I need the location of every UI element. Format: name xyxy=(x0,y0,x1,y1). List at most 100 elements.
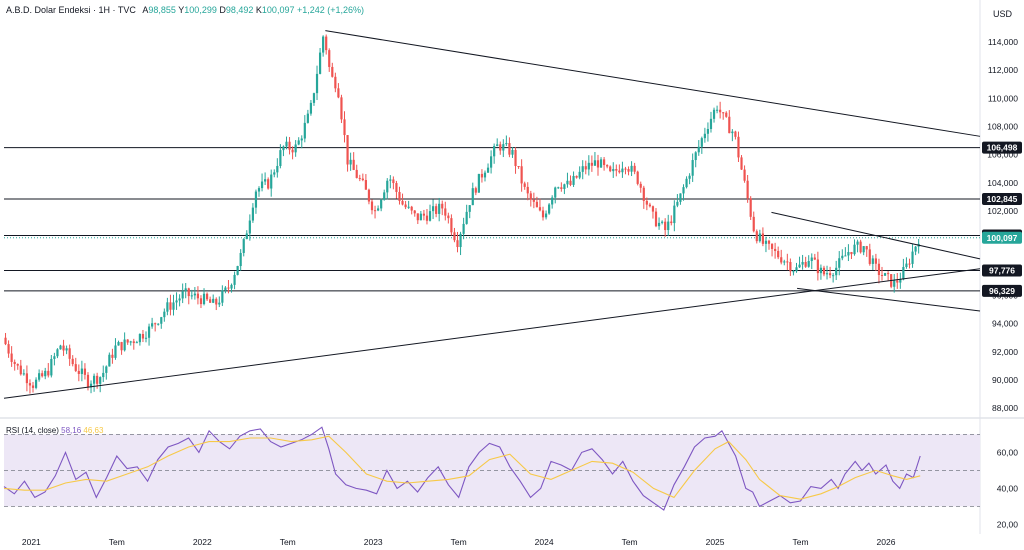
candle-body xyxy=(523,183,526,187)
candles xyxy=(4,34,920,394)
time-tick-label: Tem xyxy=(109,537,125,547)
candle-body xyxy=(899,279,902,283)
rsi-tick-label: 40,00 xyxy=(997,483,1019,493)
candle-body xyxy=(697,146,700,153)
candle-body xyxy=(661,221,664,223)
current-price-label-bg xyxy=(982,231,1022,244)
candle-body xyxy=(349,159,352,165)
candle-body xyxy=(743,169,746,181)
candle-body xyxy=(392,179,395,184)
candle-body xyxy=(645,200,648,205)
candle-body xyxy=(764,240,768,244)
time-tick-label: 2021 xyxy=(22,537,41,547)
candle-body xyxy=(83,368,87,375)
candle-body xyxy=(569,180,572,185)
candle-body xyxy=(832,275,835,277)
candle-body xyxy=(215,298,218,305)
candle-body xyxy=(493,146,496,157)
candle-body xyxy=(169,302,172,310)
candle-body xyxy=(254,191,258,208)
candle-body xyxy=(560,187,563,189)
price-axis: 88,00090,00092,00094,00096,00098,000100,… xyxy=(987,37,1018,529)
candle-body xyxy=(160,317,163,324)
level-price-label: 96,329 xyxy=(989,286,1015,296)
price-tick-label: 90,000 xyxy=(992,375,1018,385)
candle-body xyxy=(386,180,389,193)
low-value: 98,492 xyxy=(225,5,254,15)
candle-body xyxy=(606,165,609,167)
candle-body xyxy=(315,73,319,94)
candle-body xyxy=(563,184,566,189)
trendline xyxy=(797,287,981,312)
candle-body xyxy=(413,210,416,214)
candle-body xyxy=(465,211,468,224)
candle-body xyxy=(609,166,612,172)
level-price-label: 102,845 xyxy=(987,194,1018,204)
candle-body xyxy=(667,221,670,231)
time-tick-label: Tem xyxy=(792,537,808,547)
candle-body xyxy=(508,143,511,155)
candle-body xyxy=(587,162,590,170)
candle-body xyxy=(38,373,41,380)
candle-body xyxy=(783,261,786,263)
candle-body xyxy=(578,171,581,178)
candle-body xyxy=(7,344,10,354)
candle-body xyxy=(722,112,725,114)
candle-body xyxy=(276,165,279,173)
candle-body xyxy=(425,215,429,221)
candle-body xyxy=(377,208,380,211)
candle-body xyxy=(56,349,59,357)
candle-body xyxy=(71,358,74,365)
candle-body xyxy=(279,150,282,166)
candle-body xyxy=(590,162,593,166)
candle-body xyxy=(624,168,627,170)
candle-body xyxy=(642,187,645,201)
candle-body xyxy=(34,379,38,388)
candle-body xyxy=(596,160,600,168)
candle-body xyxy=(810,257,813,262)
candle-body xyxy=(59,345,62,350)
price-tick-label: 106,000 xyxy=(987,150,1018,160)
candle-body xyxy=(777,250,780,258)
candle-body xyxy=(340,97,343,120)
candle-body xyxy=(230,284,233,289)
candle-body xyxy=(703,133,706,139)
candle-body xyxy=(102,372,105,378)
candle-body xyxy=(53,356,56,359)
candle-body xyxy=(126,339,129,343)
candle-body xyxy=(337,88,340,98)
candle-body xyxy=(80,368,83,374)
candle-body xyxy=(270,174,273,189)
candle-body xyxy=(422,213,426,216)
time-tick-label: 2024 xyxy=(535,537,554,547)
candle-body xyxy=(795,267,798,272)
price-tick-label: 104,000 xyxy=(987,178,1018,188)
candle-body xyxy=(218,302,221,305)
candle-body xyxy=(593,160,597,166)
time-tick-label: 2022 xyxy=(193,537,212,547)
candle-body xyxy=(187,288,190,297)
candle-body xyxy=(288,141,291,150)
candle-body xyxy=(456,240,459,248)
candle-body xyxy=(132,341,135,344)
candle-body xyxy=(358,177,361,179)
candle-body xyxy=(581,166,584,172)
candle-body xyxy=(441,203,444,209)
candle-body xyxy=(511,149,514,155)
candle-body xyxy=(828,273,832,276)
candle-body xyxy=(499,144,502,151)
candle-body xyxy=(438,203,441,214)
candle-body xyxy=(410,206,413,211)
candle-body xyxy=(144,337,148,339)
currency-label: USD xyxy=(992,9,1012,19)
candle-body xyxy=(401,200,404,205)
candle-body xyxy=(99,377,102,384)
candle-body xyxy=(141,334,145,339)
candle-body xyxy=(770,243,774,249)
candle-body xyxy=(404,204,407,208)
candle-body xyxy=(282,146,285,151)
candle-body xyxy=(599,159,603,168)
candle-body xyxy=(325,36,328,51)
candle-body xyxy=(123,339,126,351)
